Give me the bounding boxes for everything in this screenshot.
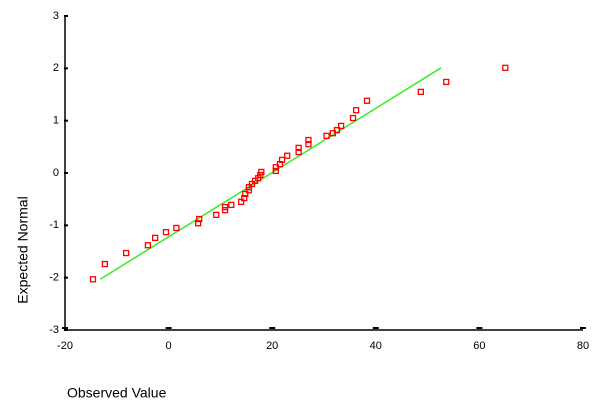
point	[164, 230, 169, 235]
point	[124, 251, 129, 256]
point	[418, 89, 423, 94]
x-tick-label: 60	[473, 340, 485, 352]
point	[214, 212, 219, 217]
y-tick-label: 3	[53, 10, 59, 22]
point	[153, 235, 158, 240]
x-tick-label: 80	[577, 340, 589, 352]
chart: Expected Normal Observed Value -3 -2 -1 0 1 2…	[0, 0, 592, 403]
point	[102, 262, 107, 267]
point	[174, 225, 179, 230]
x-tick-label: -20	[57, 340, 73, 352]
x-tick-label: 40	[370, 340, 382, 352]
point	[503, 65, 508, 70]
y-tick-label: 0	[53, 167, 59, 179]
point	[354, 108, 359, 113]
y-tick-label: -3	[49, 324, 59, 336]
y-tick-label: -2	[49, 272, 59, 284]
point	[90, 277, 95, 282]
y-tick-label: 1	[53, 115, 59, 127]
point	[145, 243, 150, 248]
point	[444, 79, 449, 84]
point	[351, 116, 356, 121]
page: {"chart_data": {"type": "scatter", "x_la…	[0, 0, 592, 403]
y-axis-label: Expected Normal	[15, 196, 31, 303]
reference-line	[100, 68, 441, 279]
point	[229, 202, 234, 207]
x-tick-label: 0	[166, 340, 172, 352]
y-tick-label: 2	[53, 62, 59, 74]
point	[364, 98, 369, 103]
x-tick-label: 20	[266, 340, 278, 352]
x-axis-label: Observed Value	[67, 385, 167, 401]
y-tick-label: -1	[49, 219, 59, 231]
point	[285, 153, 290, 158]
